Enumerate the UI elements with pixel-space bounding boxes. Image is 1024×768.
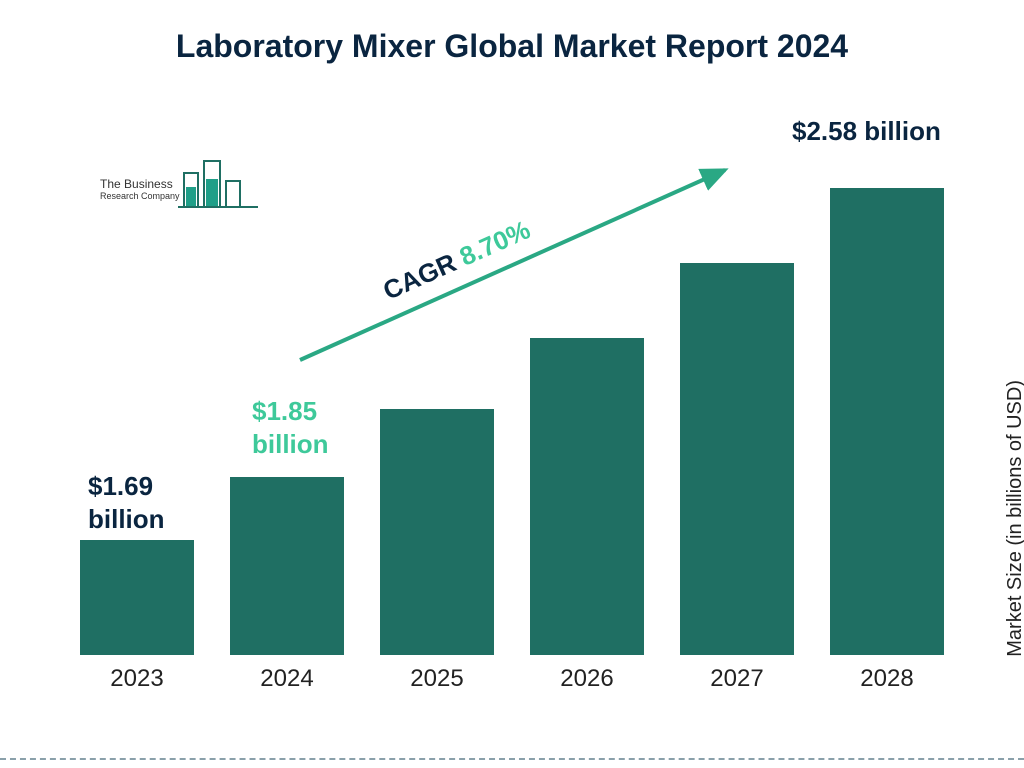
y-axis-label: Market Size (in billions of USD) [1004,380,1024,657]
x-tick-label: 2024 [230,665,344,693]
value-callout-2024: $1.85 billion [252,395,329,460]
value-callout-2028: $2.58 billion [792,115,941,148]
bar [380,409,494,655]
bottom-divider [0,758,1024,760]
bar [530,338,644,655]
bar [680,263,794,655]
bar [230,477,344,655]
value-callout-2023: $1.69 billion [88,470,165,535]
chart-title: Laboratory Mixer Global Market Report 20… [0,28,1024,65]
x-tick-label: 2025 [380,665,494,693]
bar [80,540,194,655]
x-tick-label: 2027 [680,665,794,693]
x-axis-baseline [80,654,944,655]
x-tick-label: 2026 [530,665,644,693]
x-tick-label: 2028 [830,665,944,693]
x-tick-label: 2023 [80,665,194,693]
bar-plot [80,140,944,655]
bar [830,188,944,655]
